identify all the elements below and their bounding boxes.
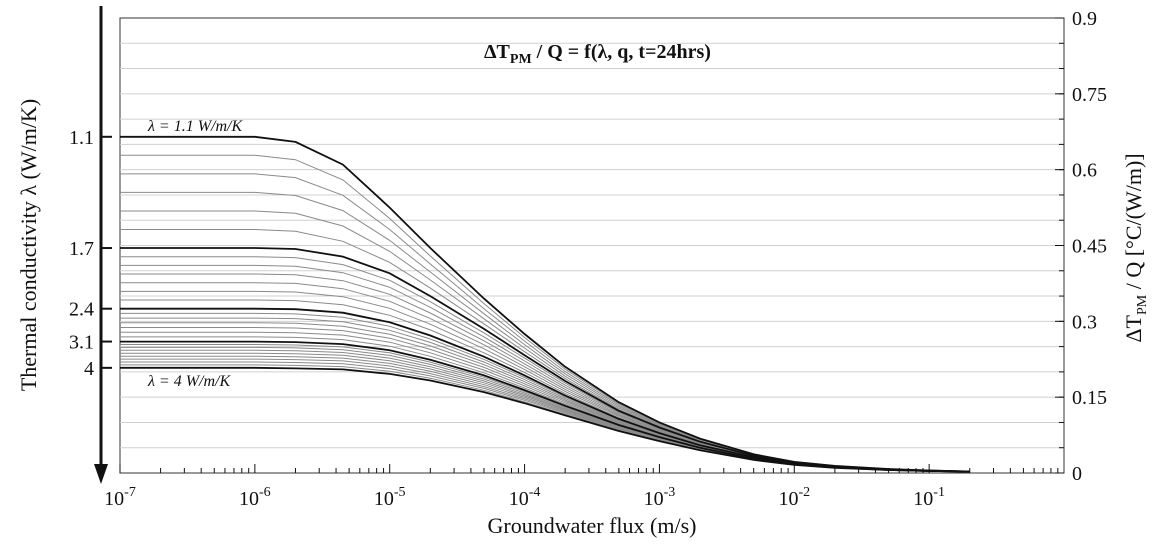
ylabel-delta: ΔT [1121,314,1146,342]
grid [120,42,1064,449]
annotation-lambda: λ = 1.1 W/m/K [147,118,244,135]
x-tick-label: 10-4 [509,485,541,510]
y-tick-label: 0.6 [1072,160,1097,182]
x-tick-label: 10-1 [913,485,945,510]
x-tick-label: 10-7 [104,485,136,510]
left-axis-tick-label: 1.7 [69,238,94,260]
series-group [120,135,970,473]
y-tick-label: 0.9 [1072,8,1097,30]
left-axis-ticks: 1.1 1.7 2.4 3.1 4 [69,127,112,380]
series-line-lambda-4 [120,366,970,473]
x-tick-label: 10-3 [644,485,676,510]
x-axis-label: Groundwater flux (m/s) [488,513,697,538]
x-tick-label: 10-5 [374,485,406,510]
y-ticks-right: 0 0.15 0.3 0.45 0.6 0.75 0.9 [1055,8,1107,485]
x-tick-label: 10-2 [778,485,810,510]
title-sub: PM [510,52,532,67]
y-tick-label: 0.15 [1072,387,1107,409]
left-axis-tick-label: 1.1 [69,127,94,149]
left-axis-tick-label: 2.4 [69,299,94,321]
title-delta: ΔT [484,41,511,63]
x-ticks: 10-7 10-6 10-5 10-4 10-3 10-2 10-1 [104,464,1059,510]
left-axis-tick-label: 3.1 [69,332,94,354]
y-tick-label: 0.3 [1072,311,1097,333]
annotations: λ = 1.1 W/m/K λ = 4 W/m/K [147,118,244,390]
y-axis-label-left: Thermal conductivity λ (W/m/K) [16,99,41,391]
x-tick-label: 10-6 [239,485,271,510]
left-axis-tick-label: 4 [84,358,94,380]
ylabel-rest: / Q [°C/(W/m)] [1121,153,1146,294]
ylabel-sub: PM [1135,294,1150,315]
y-tick-label: 0 [1072,463,1082,485]
chart-title: ΔTPM / Q = f(λ, q, t=24hrs) [484,41,711,67]
y-tick-label: 0.45 [1072,236,1107,258]
annotation-lambda: λ = 4 W/m/K [147,373,232,390]
left-axis-arrow-head [94,464,108,484]
y-tick-label: 0.75 [1072,84,1107,106]
title-rest: / Q = f(λ, q, t=24hrs) [532,41,711,63]
y-axis-label-right: ΔTPM / Q [°C/(W/m)] [1121,153,1150,342]
